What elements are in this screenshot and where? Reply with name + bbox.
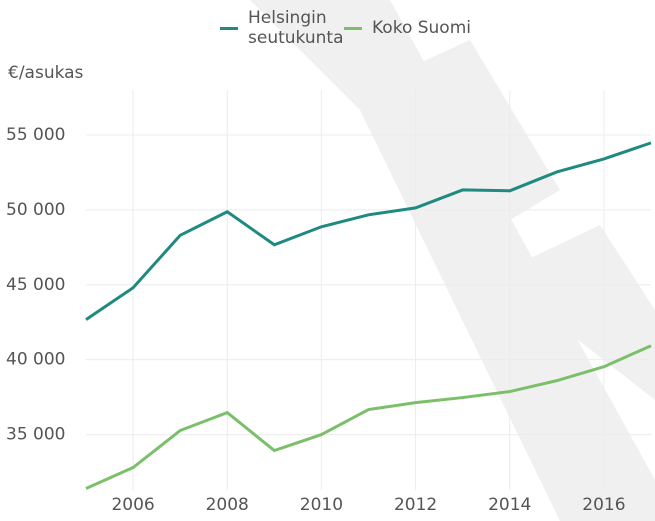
x-tick-label: 2016 [582,495,625,515]
x-tick-label: 2012 [394,495,437,515]
y-axis-label: €/asukas [8,63,84,83]
legend-item: Koko Suomi [344,8,471,48]
x-tick-label: 2006 [111,495,154,515]
x-tick-label: 2008 [206,495,249,515]
watermark [250,0,655,521]
legend-swatch [220,27,238,30]
legend-label: Helsingin seutukunta [248,8,330,48]
y-tick-label: 35 000 [6,425,65,445]
legend-swatch [344,27,362,30]
x-tick-label: 2014 [488,495,531,515]
page: €/asukas 35 000 40 000 45 000 50 000 55 000 2… [0,0,655,521]
legend-item: Helsingin seutukunta [220,8,330,48]
chart: €/asukas 35 000 40 000 45 000 50 000 55 000 2… [0,0,655,521]
legend: Helsingin seutukunta Koko Suomi [220,8,471,48]
y-tick-label: 40 000 [6,350,65,370]
y-tick-label: 55 000 [6,125,65,145]
y-tick-label: 45 000 [6,275,65,295]
x-tick-label: 2010 [300,495,343,515]
y-tick-label: 50 000 [6,200,65,220]
legend-label: Koko Suomi [372,18,471,38]
